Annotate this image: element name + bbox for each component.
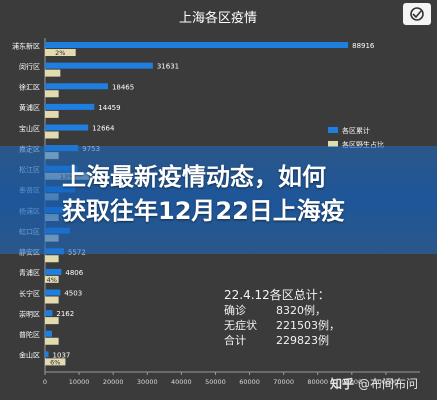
bar-share (45, 337, 59, 345)
watermark-brand: 知乎 (330, 376, 355, 391)
bar-share (45, 131, 59, 139)
chart-title: 上海各区疫情 (179, 10, 257, 26)
watermark-handle: @布间布问 (358, 376, 419, 391)
stats-label-confirmed: 确诊 (224, 304, 246, 317)
bar-total (45, 289, 61, 296)
stats-row-total: 合计 229823例 (224, 333, 404, 348)
watermark: 知乎 @布间布问 (330, 372, 435, 394)
bar-share (45, 275, 59, 283)
x-tick-label: 20000 (103, 378, 124, 386)
legend-label-total: 各区累计 (342, 126, 370, 135)
x-tick-label: 100000 (373, 378, 398, 386)
stats-row-asymptomatic: 无症状 221503例， (224, 318, 404, 333)
category-label: 徐汇区 (19, 83, 40, 92)
headline-line-1: 上海最新疫情动态，如何 (62, 163, 326, 191)
bar-share (45, 90, 59, 98)
category-label: 宝山区 (19, 124, 40, 133)
x-tick-label: 50000 (205, 378, 226, 386)
x-tick-label: 40000 (171, 378, 192, 386)
bar-total (45, 83, 108, 90)
x-tick-label: 80000 (307, 378, 328, 386)
share-label: 4% (47, 276, 57, 284)
legend-swatch-total (328, 127, 338, 133)
bar-total (45, 103, 95, 110)
bar-share (45, 255, 59, 263)
legend-label-share: 各区野生占比 (342, 140, 384, 149)
category-label: 黄浦区 (19, 103, 40, 112)
category-label: 普陀区 (19, 330, 40, 339)
value-label: 14459 (98, 104, 120, 112)
stats-label-asymptomatic: 无症状 (224, 319, 257, 332)
bar-share (45, 69, 61, 77)
bar-total (45, 330, 52, 337)
value-label: 18465 (112, 83, 134, 91)
x-tick-label: 30000 (137, 378, 158, 386)
value-label: 4503 (64, 290, 82, 298)
bar-share (45, 317, 59, 325)
category-label: 金山区 (19, 351, 40, 360)
value-label: 12664 (92, 125, 115, 133)
legend: 各区累计 各区野生占比 (328, 126, 384, 149)
stats-row-confirmed: 确诊 8320例， (224, 303, 404, 318)
bar-total (45, 351, 49, 358)
stats-box: 22.4.12各区总计： 确诊 8320例， 无症状 221503例， 合计 2… (224, 287, 404, 355)
share-label: 6% (50, 358, 60, 366)
stats-value-asymptomatic: 221503例， (276, 319, 340, 332)
category-label: 长宁区 (19, 289, 40, 298)
x-tick-label: 60000 (239, 378, 260, 386)
bar-total (45, 268, 62, 275)
x-ticks-group: 0 10000 20000 30000 40000 50000 60000 70000 8000… (43, 372, 398, 386)
category-label: 浦东新区 (12, 41, 40, 50)
legend-swatch-share (328, 141, 338, 147)
x-tick-label: 70000 (273, 378, 294, 386)
headline-banner[interactable]: 上海最新疫情动态，如何 获取往年12月22日上海疫 (0, 146, 437, 254)
value-label: 4806 (65, 269, 83, 277)
bar-total (45, 124, 89, 131)
stats-title: 22.4.12各区总计： (224, 288, 330, 302)
stats-label-total: 合计 (224, 334, 246, 347)
x-tick-label: 10000 (69, 378, 90, 386)
value-label: 2162 (56, 310, 74, 318)
bar-share (45, 49, 76, 56)
bar-share (45, 296, 59, 304)
category-label: 青浦区 (19, 268, 40, 277)
value-label: 1037 (53, 351, 71, 359)
bar-total (45, 42, 349, 48)
corner-logo-icon (403, 3, 431, 25)
headline-line-2: 获取往年12月22日上海疫 (62, 197, 345, 225)
x-tick-label: 90000 (341, 378, 362, 386)
category-label: 崇明区 (19, 310, 40, 318)
bar-share (45, 110, 59, 118)
x-tick-label: 0 (43, 378, 47, 386)
bar-total (45, 62, 153, 69)
value-label: 31631 (157, 63, 179, 71)
bar-share (45, 358, 66, 366)
bar-total (45, 310, 53, 317)
stats-value-total: 229823例 (276, 334, 329, 347)
stats-value-confirmed: 8320例， (276, 304, 326, 317)
value-label: 88916 (352, 42, 375, 50)
category-label: 闵行区 (19, 62, 40, 71)
share-label: 2% (55, 49, 65, 57)
